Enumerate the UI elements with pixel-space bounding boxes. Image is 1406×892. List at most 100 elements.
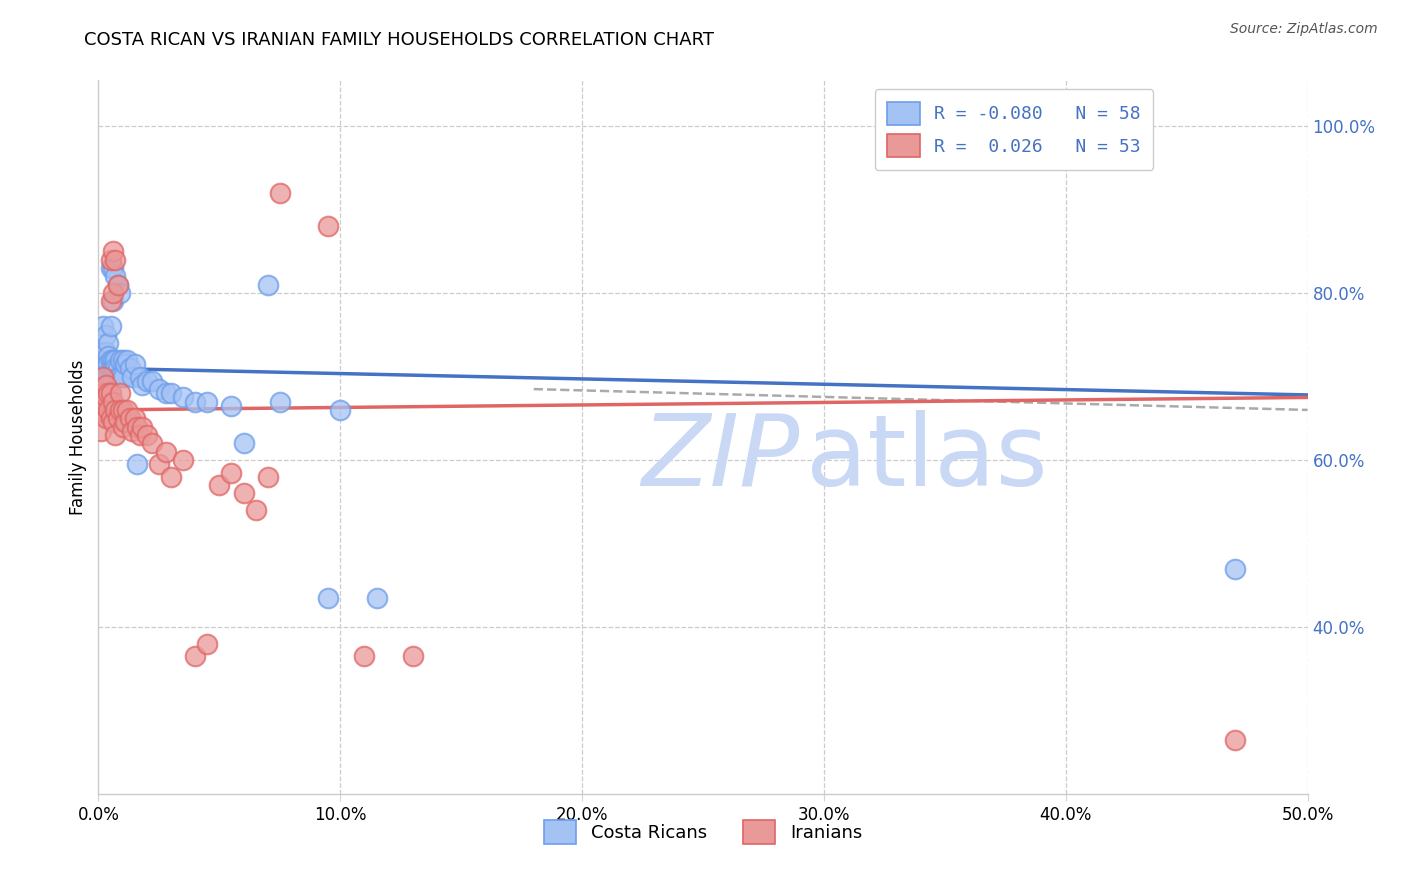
Point <box>184 649 207 664</box>
Point <box>91 361 114 376</box>
Point <box>128 369 150 384</box>
Point <box>100 252 122 267</box>
Point <box>90 344 112 359</box>
Point <box>104 252 127 267</box>
Point <box>184 394 207 409</box>
Point <box>104 269 127 284</box>
Point <box>124 357 146 371</box>
Point <box>208 478 231 492</box>
Point <box>108 286 131 301</box>
Point <box>97 386 120 401</box>
Point <box>91 369 114 384</box>
Point <box>148 457 170 471</box>
Point <box>114 416 136 430</box>
Point <box>195 394 218 409</box>
Point <box>100 361 122 376</box>
Point <box>148 382 170 396</box>
Point <box>94 411 117 425</box>
Point <box>111 352 134 367</box>
Point <box>91 319 114 334</box>
Point <box>269 394 291 409</box>
Point <box>104 428 127 442</box>
Point <box>97 349 120 363</box>
Point <box>100 369 122 384</box>
Point <box>135 428 157 442</box>
Point <box>232 486 254 500</box>
Point <box>94 327 117 342</box>
Point <box>101 261 124 276</box>
Point <box>90 403 112 417</box>
Point <box>221 399 243 413</box>
Point <box>94 344 117 359</box>
Point <box>91 403 114 417</box>
Point <box>101 352 124 367</box>
Point <box>107 369 129 384</box>
Point <box>101 394 124 409</box>
Point <box>118 361 141 376</box>
Point <box>108 403 131 417</box>
Point <box>97 336 120 351</box>
Point <box>124 411 146 425</box>
Point <box>1223 732 1246 747</box>
Point <box>100 386 122 401</box>
Point <box>155 386 177 401</box>
Point <box>245 503 267 517</box>
Point <box>94 357 117 371</box>
Point <box>107 277 129 292</box>
Point <box>97 403 120 417</box>
Point <box>100 261 122 276</box>
Point <box>90 424 112 438</box>
Point <box>104 352 127 367</box>
Point <box>94 391 117 405</box>
Point <box>91 369 114 384</box>
Point <box>195 637 218 651</box>
Point <box>108 369 131 384</box>
Point <box>107 277 129 292</box>
Point <box>121 369 143 384</box>
Point <box>1223 561 1246 575</box>
Point <box>128 428 150 442</box>
Point <box>256 277 278 292</box>
Point <box>269 186 291 200</box>
Point <box>117 403 139 417</box>
Point <box>101 286 124 301</box>
Point <box>91 386 114 401</box>
Point <box>100 352 122 367</box>
Point <box>131 378 153 392</box>
Point <box>111 369 134 384</box>
Point <box>107 411 129 425</box>
Text: Source: ZipAtlas.com: Source: ZipAtlas.com <box>1230 22 1378 37</box>
Point <box>111 403 134 417</box>
Point <box>155 444 177 458</box>
Point <box>160 469 183 483</box>
Point <box>316 219 339 234</box>
Y-axis label: Family Households: Family Households <box>69 359 87 515</box>
Text: ZIP: ZIP <box>641 410 800 507</box>
Point <box>141 436 163 450</box>
Point <box>100 319 122 334</box>
Point <box>111 419 134 434</box>
Legend: Costa Ricans, Iranians: Costa Ricans, Iranians <box>531 808 875 856</box>
Point <box>172 453 194 467</box>
Point <box>172 391 194 405</box>
Point <box>114 357 136 371</box>
Point <box>107 361 129 376</box>
Point <box>232 436 254 450</box>
Point <box>127 457 149 471</box>
Point <box>101 361 124 376</box>
Point <box>104 403 127 417</box>
Point <box>94 378 117 392</box>
Point <box>101 294 124 309</box>
Point <box>131 419 153 434</box>
Point <box>108 386 131 401</box>
Point <box>135 374 157 388</box>
Point <box>108 352 131 367</box>
Point <box>127 419 149 434</box>
Point <box>329 403 352 417</box>
Point <box>97 369 120 384</box>
Point <box>100 294 122 309</box>
Point <box>160 386 183 401</box>
Point <box>101 244 124 259</box>
Point <box>221 466 243 480</box>
Point <box>353 649 375 664</box>
